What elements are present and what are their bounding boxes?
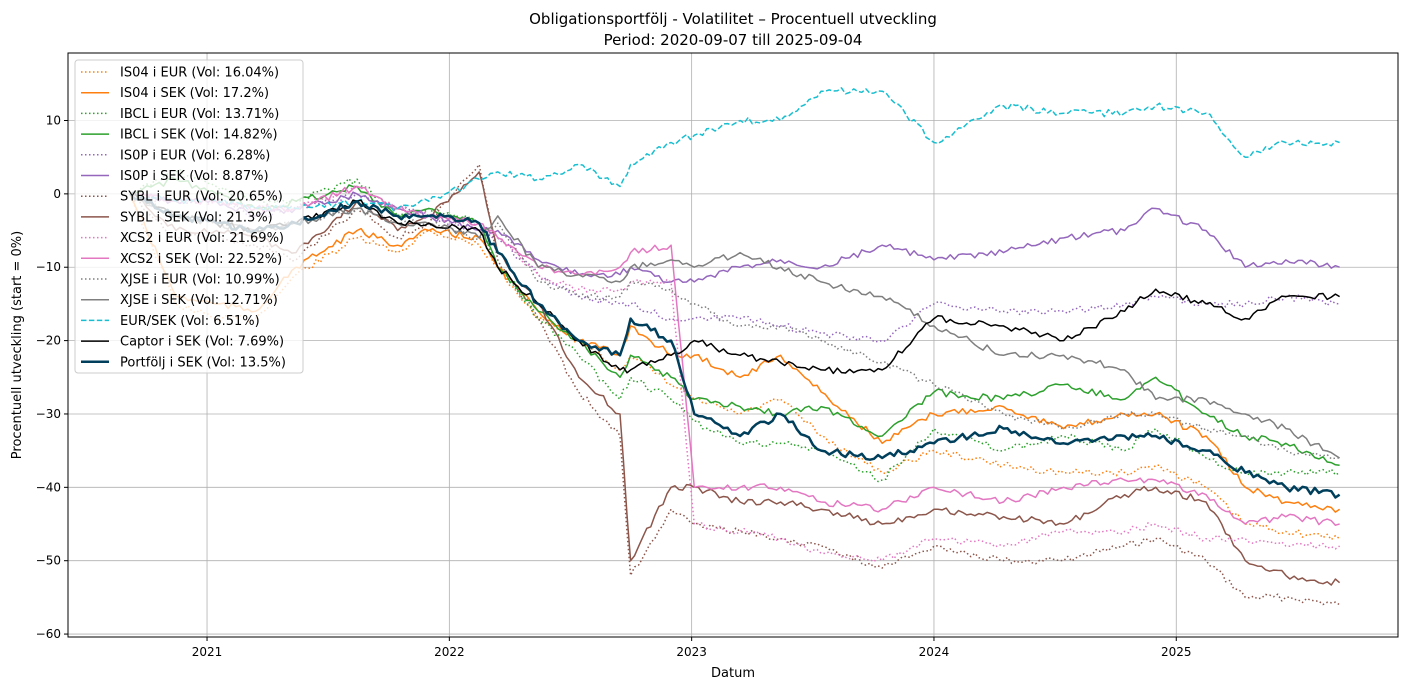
x-tick-label: 2023 xyxy=(676,645,707,659)
legend-entry: EUR/SEK (Vol: 6.51%) xyxy=(120,314,260,329)
x-axis-label: Datum xyxy=(711,666,755,681)
chart-title: Obligationsportfölj - Volatilitet – Proc… xyxy=(529,10,937,28)
legend-entry: Portfölj i SEK (Vol: 13.5%) xyxy=(120,355,286,370)
series-line-1 xyxy=(129,193,1341,513)
y-tick-label: 0 xyxy=(53,187,61,201)
y-tick-label: −40 xyxy=(36,480,61,494)
y-tick-label: −20 xyxy=(36,334,61,348)
series-line-14 xyxy=(129,193,1341,499)
y-tick-label: −50 xyxy=(36,554,61,568)
series-line-0 xyxy=(129,193,1341,541)
y-axis-label: Procentuell utveckling (start = 0%) xyxy=(10,231,25,459)
series-line-11 xyxy=(130,193,1340,459)
legend-entry: IS0P i SEK (Vol: 8.87%) xyxy=(120,169,269,184)
legend-entry: IS04 i EUR (Vol: 16.04%) xyxy=(120,66,279,81)
legend-entry: IS04 i SEK (Vol: 17.2%) xyxy=(120,86,269,101)
series-line-4 xyxy=(129,191,1340,343)
legend: IS04 i EUR (Vol: 16.04%) IS04 i SEK (Vol:… xyxy=(74,59,304,374)
legend-entry: Captor i SEK (Vol: 7.69%) xyxy=(120,335,284,350)
y-tick-label: −10 xyxy=(36,260,61,274)
legend-entry: IBCL i EUR (Vol: 13.71%) xyxy=(120,107,279,122)
legend-entry: IBCL i SEK (Vol: 14.82%) xyxy=(120,128,278,143)
series-line-10 xyxy=(129,193,1340,460)
series-line-5 xyxy=(129,190,1340,284)
series-line-6 xyxy=(129,163,1340,606)
y-tick-label: 10 xyxy=(46,113,61,127)
legend-entry: SYBL i SEK (Vol: 21.3%) xyxy=(120,210,273,225)
x-tick-label: 2024 xyxy=(919,645,950,659)
legend-entry: IS0P i EUR (Vol: 6.28%) xyxy=(120,148,270,163)
plot-frame xyxy=(67,52,1399,638)
legend-entry: XCS2 i EUR (Vol: 21.69%) xyxy=(120,231,284,246)
legend-entry: XCS2 i SEK (Vol: 22.52%) xyxy=(120,252,282,267)
legend-entry: SYBL i EUR (Vol: 20.65%) xyxy=(120,190,283,205)
series-line-12 xyxy=(129,87,1340,212)
chart-subtitle: Period: 2020-09-07 till 2025-09-04 xyxy=(604,31,863,49)
series-line-9 xyxy=(130,185,1340,526)
x-tick-label: 2021 xyxy=(192,645,223,659)
axis-ticks: 2021 2022 2023 2024 2025 10 0 −10 −20 −30 −40 −50 −6… xyxy=(36,113,1192,659)
series-lines xyxy=(129,87,1341,606)
y-tick-label: −30 xyxy=(36,407,61,421)
series-line-8 xyxy=(129,185,1341,563)
legend-box xyxy=(74,59,304,374)
x-tick-label: 2022 xyxy=(434,645,465,659)
y-tick-label: −60 xyxy=(36,627,61,641)
legend-entry: XJSE i EUR (Vol: 10.99%) xyxy=(120,273,280,288)
series-line-3 xyxy=(129,176,1340,467)
legend-entry: XJSE i SEK (Vol: 12.71%) xyxy=(120,293,278,308)
series-line-7 xyxy=(129,171,1341,586)
x-tick-label: 2025 xyxy=(1161,645,1192,659)
series-line-13 xyxy=(129,191,1340,375)
